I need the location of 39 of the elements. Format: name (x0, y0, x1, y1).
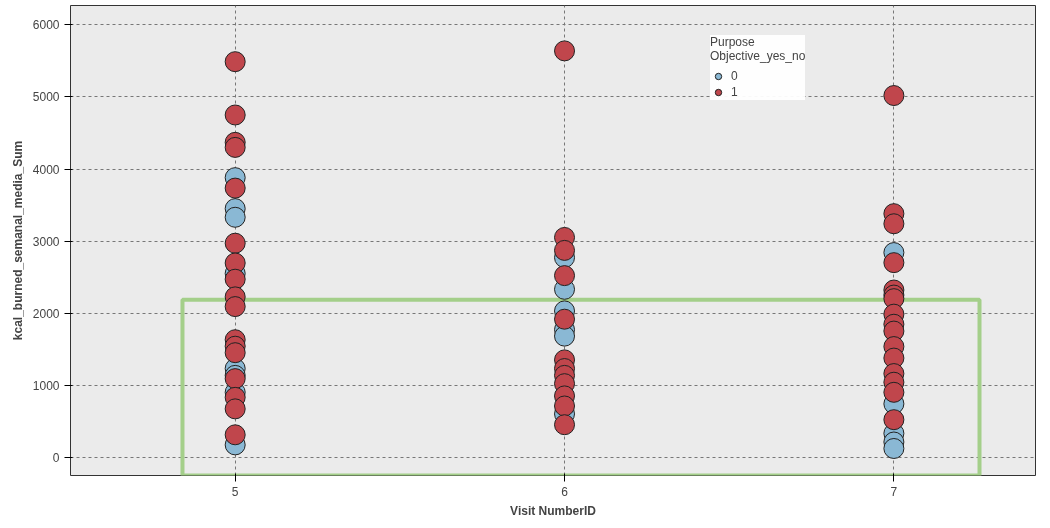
point (554, 395, 576, 417)
point (554, 239, 576, 261)
point (883, 85, 905, 107)
y-tick-label: 2000 (32, 306, 60, 321)
point (224, 296, 246, 318)
point (224, 342, 246, 364)
point (554, 414, 576, 436)
point (883, 213, 905, 235)
x-tick-label: 5 (231, 484, 239, 499)
point (224, 136, 246, 158)
point (554, 265, 576, 287)
point (224, 424, 246, 446)
point (224, 232, 246, 254)
legend-label: 0 (731, 68, 739, 84)
x-tick-label: 7 (890, 484, 898, 499)
point (554, 325, 576, 347)
y-axis-title: kcal_burned_semanal_media_Sum (10, 140, 25, 341)
point (224, 268, 246, 290)
point (554, 308, 576, 330)
point (224, 104, 246, 126)
point (883, 409, 905, 431)
x-axis-title: Visit NumberID (510, 503, 597, 518)
y-tick-label: 5000 (32, 90, 60, 105)
point (224, 398, 246, 420)
legend-title: Purpose Objective_yes_no (710, 35, 806, 63)
legend-label: 1 (731, 84, 739, 100)
point (883, 252, 905, 274)
point (883, 381, 905, 403)
x-tick-label: 6 (561, 484, 569, 499)
y-tick-label: 1000 (32, 378, 60, 393)
y-tick-label: 3000 (32, 234, 60, 249)
point (224, 51, 246, 73)
point (224, 177, 246, 199)
point (883, 438, 905, 459)
y-tick-label: 6000 (32, 18, 60, 33)
y-tick-label: 4000 (32, 162, 60, 177)
y-tick-label: 0 (52, 450, 60, 465)
point (554, 40, 576, 62)
point (224, 206, 246, 228)
